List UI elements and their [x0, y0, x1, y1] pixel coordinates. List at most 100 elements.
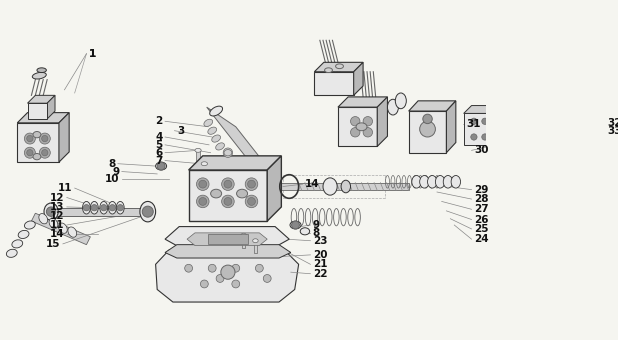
Text: 1: 1	[89, 49, 96, 59]
Ellipse shape	[290, 221, 301, 229]
Ellipse shape	[33, 153, 41, 160]
Polygon shape	[446, 101, 456, 153]
Circle shape	[420, 121, 436, 137]
Ellipse shape	[420, 175, 429, 188]
Polygon shape	[566, 99, 601, 107]
Polygon shape	[593, 99, 601, 137]
Ellipse shape	[396, 93, 406, 109]
Text: 31: 31	[466, 119, 481, 130]
Polygon shape	[495, 105, 503, 145]
Circle shape	[232, 264, 240, 272]
Ellipse shape	[18, 231, 29, 238]
Text: 23: 23	[313, 236, 328, 246]
Circle shape	[101, 205, 107, 211]
Circle shape	[200, 280, 208, 288]
Polygon shape	[546, 106, 555, 153]
Ellipse shape	[356, 123, 367, 131]
Polygon shape	[267, 156, 281, 221]
Circle shape	[27, 135, 33, 142]
Circle shape	[41, 150, 48, 156]
Polygon shape	[353, 62, 363, 95]
Polygon shape	[17, 113, 69, 123]
Polygon shape	[156, 250, 298, 302]
Circle shape	[573, 124, 582, 134]
Circle shape	[46, 207, 56, 216]
Circle shape	[83, 205, 90, 211]
Ellipse shape	[428, 175, 437, 188]
Polygon shape	[188, 156, 281, 170]
Polygon shape	[408, 111, 446, 153]
Ellipse shape	[156, 162, 167, 170]
Ellipse shape	[212, 135, 221, 142]
Text: 14: 14	[305, 179, 320, 189]
Ellipse shape	[323, 178, 337, 195]
Polygon shape	[566, 107, 593, 137]
Ellipse shape	[300, 228, 310, 235]
Polygon shape	[165, 245, 291, 258]
Text: 29: 29	[474, 185, 488, 194]
Text: 11: 11	[50, 220, 64, 230]
Polygon shape	[515, 115, 546, 153]
Circle shape	[24, 147, 35, 158]
Circle shape	[221, 265, 235, 279]
Ellipse shape	[324, 68, 332, 72]
Circle shape	[223, 148, 232, 157]
Polygon shape	[464, 114, 495, 145]
Circle shape	[482, 118, 488, 124]
Circle shape	[24, 133, 35, 144]
Text: 11: 11	[58, 183, 72, 193]
Ellipse shape	[49, 218, 58, 228]
Circle shape	[117, 205, 124, 211]
Circle shape	[109, 205, 116, 211]
Circle shape	[222, 178, 234, 190]
Polygon shape	[377, 97, 387, 147]
Polygon shape	[206, 107, 279, 182]
Text: 7: 7	[155, 156, 163, 166]
Circle shape	[142, 206, 153, 217]
Ellipse shape	[68, 227, 77, 237]
Polygon shape	[281, 183, 408, 190]
Circle shape	[245, 178, 258, 190]
Ellipse shape	[216, 143, 224, 150]
Text: 4: 4	[155, 132, 163, 142]
Circle shape	[199, 198, 206, 205]
Bar	[197, 150, 200, 166]
Polygon shape	[165, 226, 289, 247]
Polygon shape	[32, 213, 90, 245]
Polygon shape	[338, 97, 387, 107]
Circle shape	[248, 198, 255, 205]
Ellipse shape	[90, 201, 98, 214]
Text: 32: 32	[607, 118, 618, 128]
Circle shape	[350, 128, 360, 137]
Text: 26: 26	[474, 215, 488, 224]
Circle shape	[208, 264, 216, 272]
Circle shape	[216, 274, 224, 283]
Circle shape	[232, 280, 240, 288]
Text: 27: 27	[474, 204, 489, 214]
Ellipse shape	[195, 148, 201, 152]
Ellipse shape	[44, 203, 58, 220]
Ellipse shape	[436, 175, 445, 188]
Bar	[254, 241, 257, 253]
Text: 5: 5	[156, 140, 163, 150]
Polygon shape	[315, 62, 363, 72]
Polygon shape	[208, 235, 248, 244]
Text: 12: 12	[50, 192, 64, 203]
Text: 6: 6	[156, 148, 163, 158]
Text: 8: 8	[313, 228, 320, 238]
Ellipse shape	[208, 127, 216, 134]
Polygon shape	[464, 105, 503, 114]
Text: 9: 9	[313, 220, 320, 230]
Text: 10: 10	[105, 174, 119, 184]
Circle shape	[263, 274, 271, 283]
Circle shape	[27, 150, 33, 156]
Circle shape	[423, 114, 432, 124]
Circle shape	[245, 195, 258, 208]
Ellipse shape	[39, 214, 48, 224]
Ellipse shape	[140, 201, 156, 222]
Polygon shape	[515, 106, 555, 115]
Ellipse shape	[116, 201, 124, 214]
Circle shape	[157, 162, 165, 170]
Ellipse shape	[83, 201, 90, 214]
Text: 3: 3	[177, 126, 184, 136]
